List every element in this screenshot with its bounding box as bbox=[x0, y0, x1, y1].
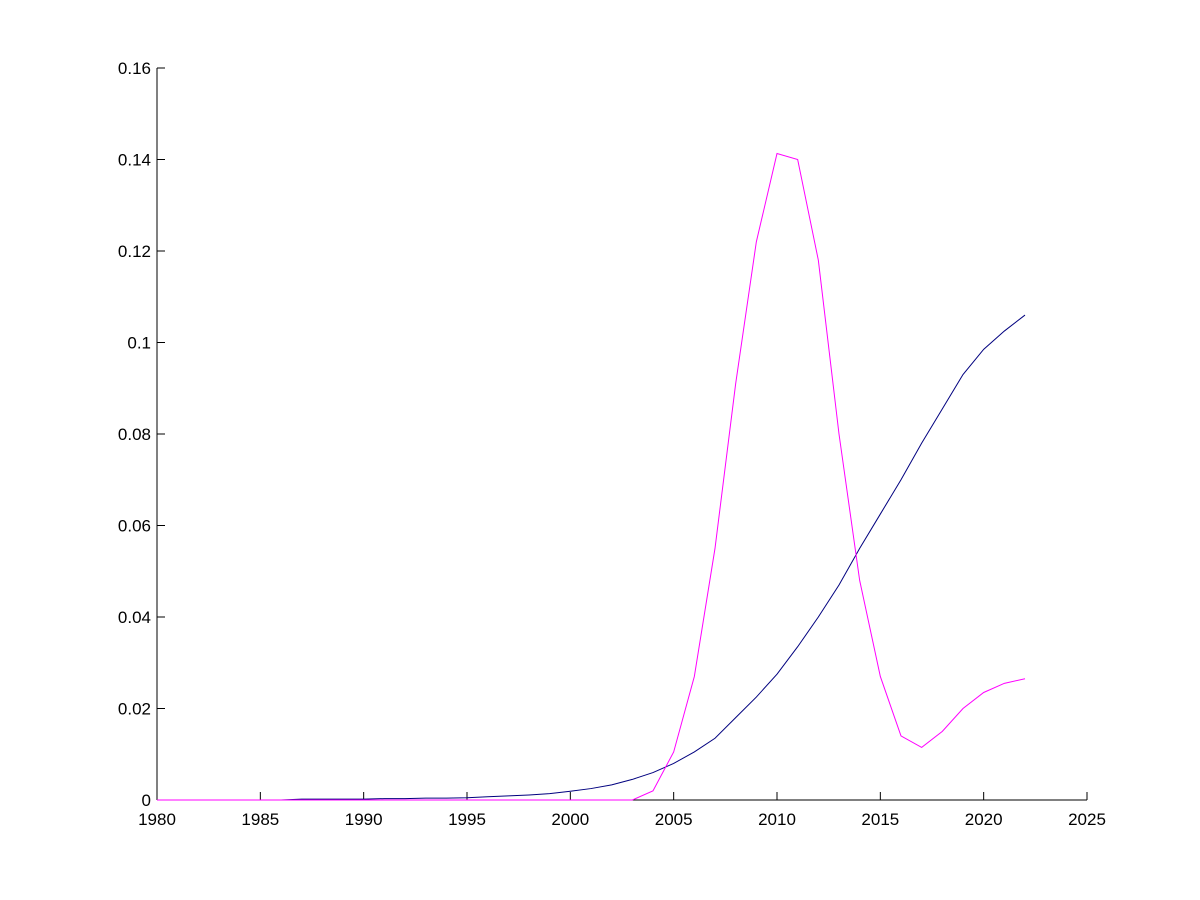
series-line bbox=[157, 314, 1026, 801]
x-tick-label: 2005 bbox=[655, 810, 693, 829]
x-tick-label: 2010 bbox=[758, 810, 796, 829]
x-tick-label: 1995 bbox=[448, 810, 486, 829]
x-tick-label: 1990 bbox=[345, 810, 383, 829]
x-tick-label: 2020 bbox=[965, 810, 1003, 829]
y-tick-label: 0 bbox=[142, 791, 151, 810]
y-tick-label: 0.08 bbox=[118, 425, 151, 444]
y-tick-label: 0.02 bbox=[118, 700, 151, 719]
x-tick-label: 1980 bbox=[138, 810, 176, 829]
y-tick-label: 0.06 bbox=[118, 517, 151, 536]
y-tick-label: 0.14 bbox=[118, 151, 151, 170]
y-tick-label: 0.12 bbox=[118, 242, 151, 261]
x-tick-label: 1985 bbox=[241, 810, 279, 829]
y-tick-label: 0.04 bbox=[118, 608, 151, 627]
series-line bbox=[157, 152, 1026, 801]
x-tick-label: 2025 bbox=[1068, 810, 1106, 829]
x-tick-label: 2000 bbox=[551, 810, 589, 829]
x-tick-label: 2015 bbox=[861, 810, 899, 829]
y-tick-label: 0.16 bbox=[118, 59, 151, 78]
y-tick-label: 0.1 bbox=[127, 334, 151, 353]
